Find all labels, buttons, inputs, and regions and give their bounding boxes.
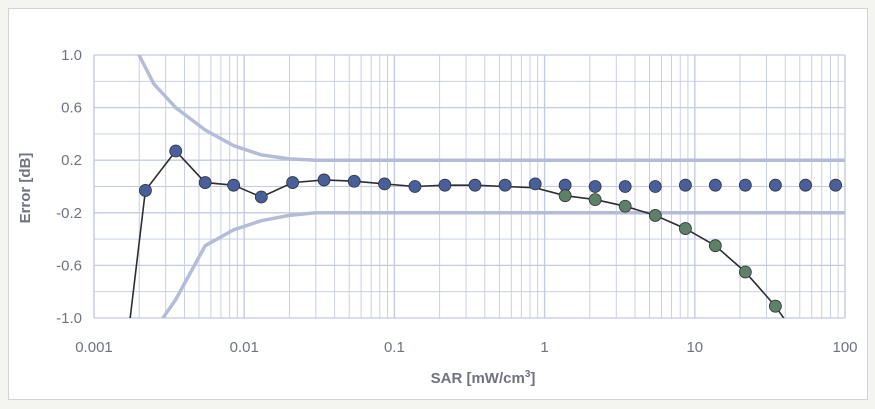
data-point-blue <box>528 177 542 191</box>
data-point-blue <box>139 184 152 197</box>
tolerance-bound-line <box>137 55 845 162</box>
y-axis-label: Error [dB] <box>17 153 34 224</box>
x-tick-label: 0.001 <box>75 339 113 356</box>
data-point-blue <box>468 178 482 192</box>
linearity-line <box>129 149 785 318</box>
y-tick-label: 1.0 <box>61 47 82 64</box>
chart-frame <box>8 8 868 400</box>
data-point-blue <box>648 180 662 193</box>
data-point-blue <box>378 177 391 191</box>
data-point-green <box>679 222 692 235</box>
y-tick-label: -0.6 <box>56 257 82 274</box>
data-point-blue <box>708 178 722 192</box>
data-point-blue <box>438 178 452 192</box>
data-point-green <box>738 265 752 279</box>
data-point-blue <box>679 178 692 192</box>
data-point-blue <box>227 178 240 192</box>
data-point-blue <box>198 176 212 189</box>
y-tick-label: -0.2 <box>56 205 82 222</box>
data-point-blue <box>498 178 512 192</box>
y-tick-label: -1.0 <box>56 310 82 327</box>
data-point-blue <box>169 144 183 158</box>
data-point-blue <box>738 178 752 192</box>
data-point-blue <box>768 178 782 192</box>
y-tick-label: 0.6 <box>61 100 82 117</box>
data-point-blue <box>254 190 268 204</box>
x-tick-label: 0.1 <box>384 339 405 356</box>
data-point-blue <box>799 178 812 192</box>
data-point-blue <box>347 174 361 188</box>
data-point-blue <box>618 180 632 193</box>
x-tick-label: 1 <box>540 339 548 356</box>
x-tick-label: 0.01 <box>230 339 259 356</box>
tolerance-bounds <box>137 55 845 318</box>
data-point-green <box>768 299 782 313</box>
data-point-green <box>618 199 632 213</box>
data-point-green <box>588 193 602 207</box>
data-point-blue <box>286 176 299 189</box>
x-axis-label-superscript: 3 <box>525 369 531 380</box>
y-tick-label: 0.2 <box>61 152 82 169</box>
x-axis-label-bracket: ] <box>530 370 535 387</box>
measurement-lines <box>129 149 785 318</box>
x-tick-label: 10 <box>686 339 703 356</box>
data-point-green <box>648 209 662 222</box>
x-axis-label: SAR [mW/cm3] <box>431 369 536 387</box>
data-point-blue <box>317 173 331 187</box>
tolerance-bound-line <box>160 211 845 318</box>
data-point-green <box>708 239 722 253</box>
measurement-points <box>139 144 843 313</box>
x-tick-label: 100 <box>832 339 857 356</box>
data-point-blue <box>588 180 602 193</box>
data-point-blue <box>829 178 843 192</box>
tick-labels: 1.0 0.6 0.2 -0.2 -0.6 -1.0 0.001 0.01 0.1 1 10 100 <box>56 47 857 356</box>
data-point-blue <box>408 180 422 193</box>
data-point-green <box>558 189 572 203</box>
x-axis-label-main: SAR [mW/cm <box>431 370 525 387</box>
